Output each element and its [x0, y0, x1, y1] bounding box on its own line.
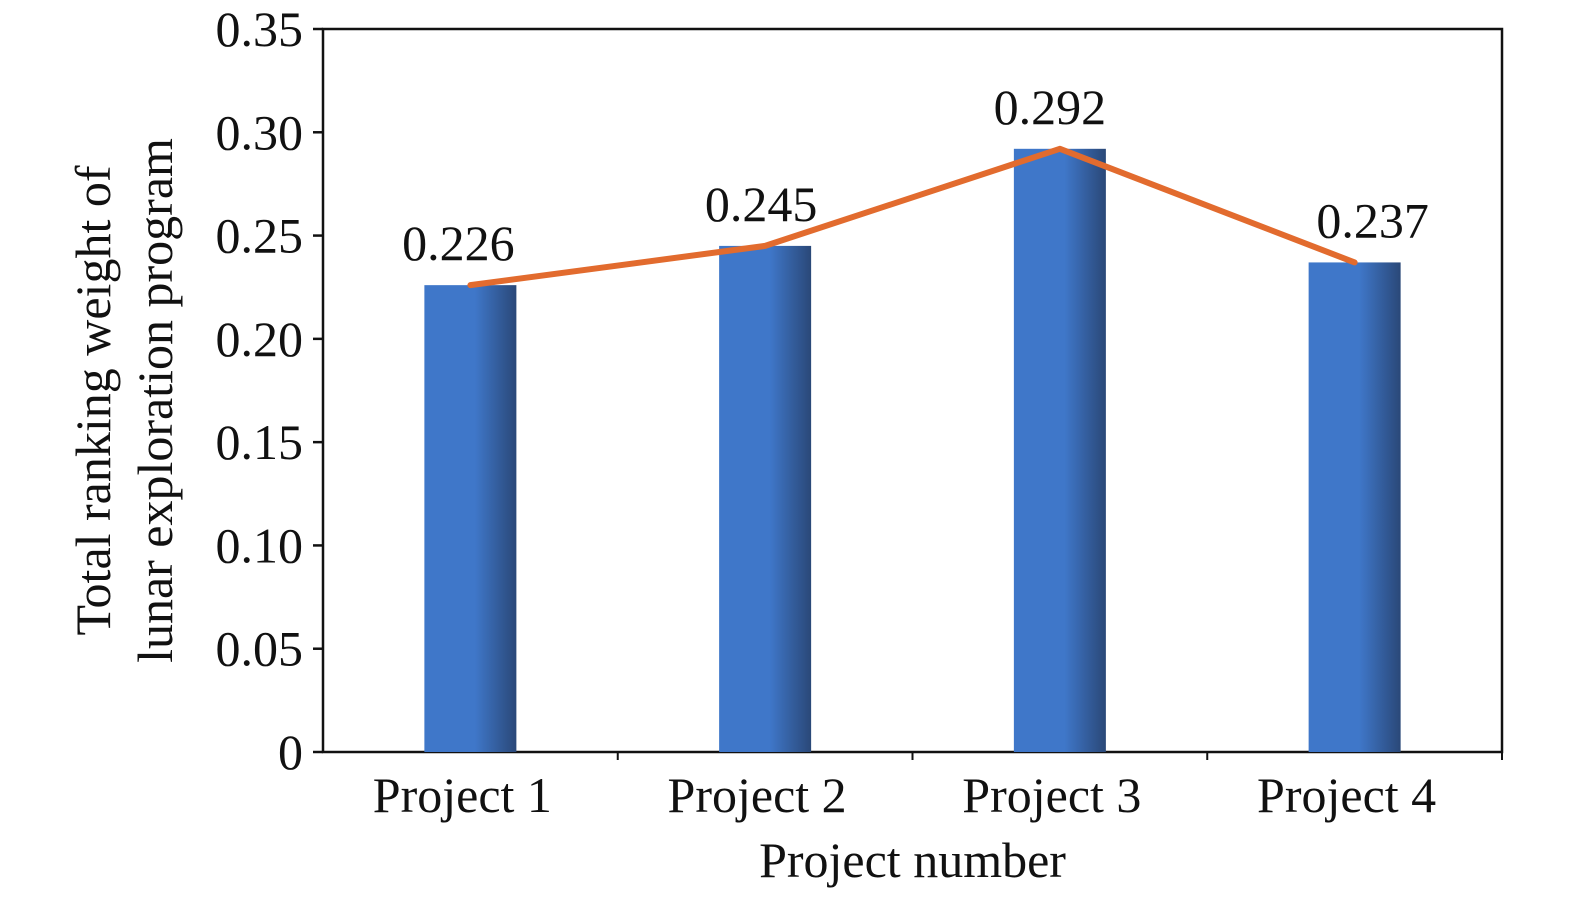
data-label-3: 0.292 — [994, 79, 1107, 135]
trend-line — [467, 145, 1358, 289]
bar-4 — [1308, 262, 1401, 752]
y-tick-label: 0.20 — [216, 311, 304, 367]
x-category-label: Project 3 — [962, 767, 1141, 823]
bar-3 — [1013, 148, 1106, 753]
y-axis-title: Total ranking weight of lunar exploratio… — [65, 138, 183, 663]
x-category-label: Project 2 — [668, 767, 847, 823]
bars — [424, 148, 1401, 753]
y-axis-title-line-1: Total ranking weight of — [65, 165, 121, 635]
y-axis: 0 0.05 0.10 0.15 0.20 0.25 0.30 0.35 — [216, 1, 323, 780]
y-tick-label: 0.35 — [216, 1, 304, 57]
y-tick-label: 0 — [278, 724, 303, 780]
x-category-label: Project 1 — [373, 767, 552, 823]
y-tick-label: 0.05 — [216, 621, 304, 677]
y-tick-label: 0.25 — [216, 208, 304, 264]
data-label-4: 0.237 — [1316, 192, 1429, 248]
data-labels: 0.226 0.245 0.292 0.237 — [402, 79, 1429, 271]
x-category-label: Project 4 — [1257, 767, 1436, 823]
bar-2 — [719, 245, 812, 752]
data-label-2: 0.245 — [705, 176, 818, 232]
x-axis-title: Project number — [759, 832, 1066, 888]
y-axis-title-line-2: lunar exploration program — [127, 138, 183, 663]
y-tick-label: 0.10 — [216, 517, 304, 573]
y-tick-label: 0.15 — [216, 414, 304, 470]
bar-1 — [424, 285, 517, 752]
y-tick-label: 0.30 — [216, 104, 304, 160]
data-label-1: 0.226 — [402, 215, 515, 271]
x-axis: Project 1 Project 2 Project 3 Project 4 — [373, 752, 1503, 823]
